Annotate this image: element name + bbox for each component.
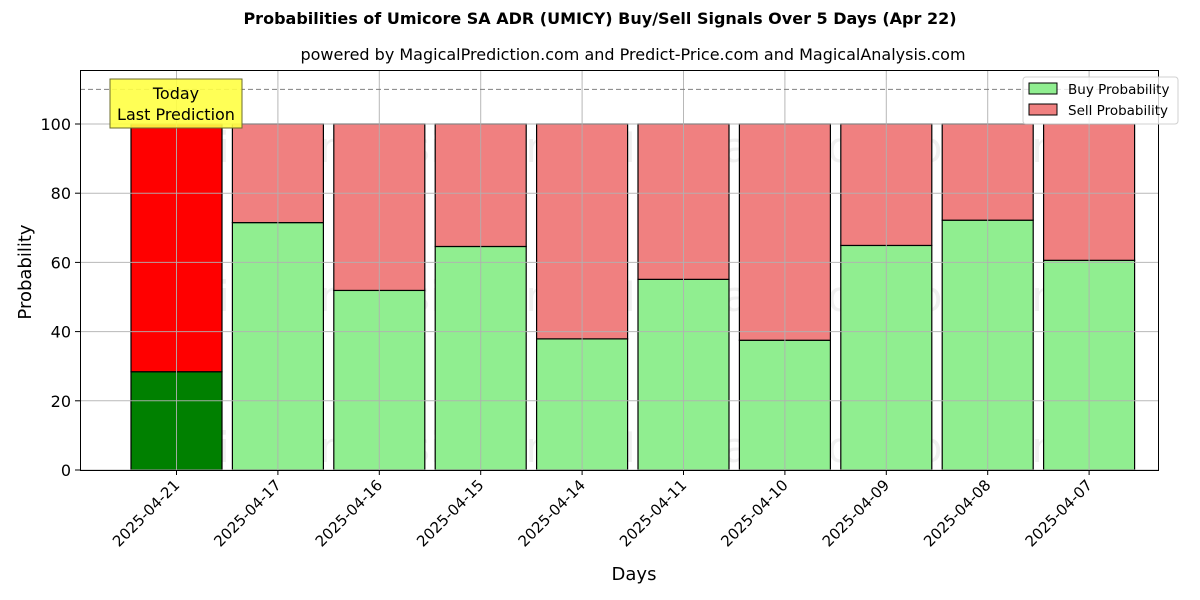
legend-buy-swatch (1028, 82, 1058, 95)
x-tick-label: 2025-04-10 (717, 476, 791, 550)
chart-title: Probabilities of Umicore SA ADR (UMICY) … (243, 9, 957, 28)
y-tick-label: 60 (51, 253, 71, 272)
x-tick-label: 2025-04-16 (312, 476, 386, 550)
x-tick-label: 2025-04-07 (1022, 476, 1096, 550)
legend-buy-label: Buy Probability (1068, 82, 1169, 98)
y-axis: 0 20 40 60 80 100 (40, 115, 80, 480)
x-axis: 2025-04-21 2025-04-17 2025-04-16 2025-04-15… (109, 470, 1096, 550)
x-tick-label: 2025-04-15 (413, 476, 487, 550)
x-tick-label: 2025-04-11 (616, 476, 690, 550)
x-tick-label: 2025-04-14 (515, 476, 589, 550)
legend-sell-swatch (1028, 103, 1058, 116)
plot-frame (80, 70, 1159, 471)
y-tick-label: 0 (61, 461, 71, 480)
y-tick-label: 40 (51, 323, 71, 342)
y-tick-label: 100 (40, 115, 71, 134)
x-tick-label: 2025-04-09 (819, 476, 893, 550)
x-tick-label: 2025-04-21 (109, 476, 183, 550)
legend: Buy Probability Sell Probability (1022, 76, 1179, 125)
x-axis-label: Days (612, 564, 657, 585)
y-tick-label: 20 (51, 392, 71, 411)
annotation-line-2: Last Prediction (117, 105, 235, 124)
chart-subtitle: powered by MagicalPrediction.com and Pre… (300, 45, 966, 64)
x-tick-label: 2025-04-08 (920, 476, 994, 550)
y-tick-label: 80 (51, 184, 71, 203)
today-annotation: Today Last Prediction (109, 78, 243, 129)
annotation-line-1: Today (152, 84, 199, 103)
y-axis-label: Probability (15, 224, 36, 319)
x-tick-label: 2025-04-17 (210, 476, 284, 550)
legend-sell-label: Sell Probability (1068, 103, 1168, 119)
